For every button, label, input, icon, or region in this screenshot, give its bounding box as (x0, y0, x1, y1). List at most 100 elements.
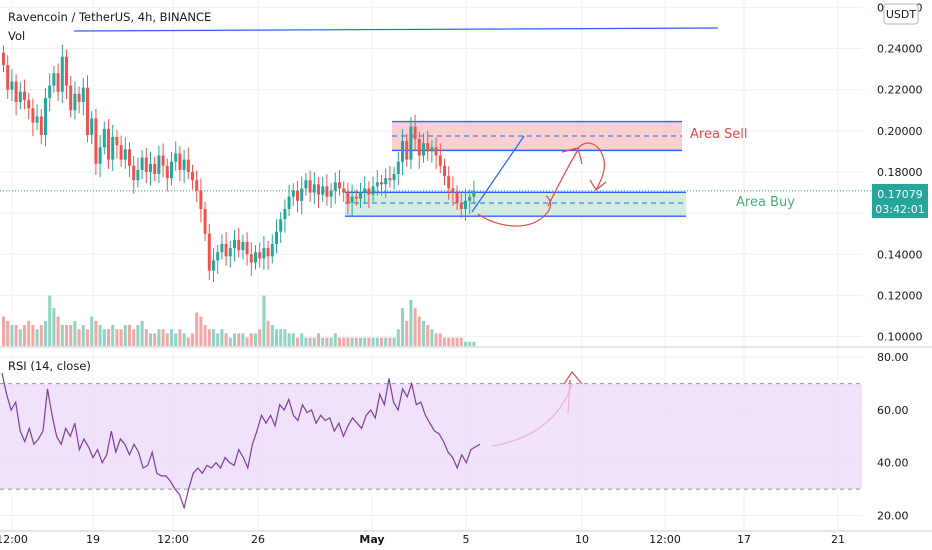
volume-bar (308, 337, 312, 346)
candle-body (287, 196, 291, 209)
volume-bar (161, 329, 165, 346)
candle-body (430, 147, 434, 152)
candle-body (165, 165, 169, 179)
volume-bar (254, 333, 257, 346)
candle-body (249, 254, 253, 263)
candle-body (275, 231, 278, 244)
candle-body (157, 155, 161, 175)
time-tick-label: 10 (575, 533, 589, 546)
volume-bar (270, 325, 274, 346)
volume-bar (321, 337, 325, 346)
volume-bar (216, 333, 220, 346)
volume-bar (207, 329, 211, 346)
volume-bar (6, 320, 10, 346)
volume-bar (451, 337, 455, 346)
volume-bar (392, 337, 396, 346)
area-sell-label: Area Sell (690, 127, 748, 142)
price-tick-label: 0.20000 (877, 125, 923, 138)
volume-bar (338, 337, 341, 346)
volume-bar (182, 333, 186, 346)
drawings (73, 27, 719, 447)
price-tick-label: 0.14000 (877, 248, 923, 261)
volume-bar (380, 337, 383, 346)
volume-bar (312, 337, 316, 346)
candle-body (300, 188, 304, 201)
candle-body (182, 159, 186, 170)
volume-bar (329, 337, 333, 346)
volume-bar (304, 337, 308, 346)
candle-body (65, 56, 68, 86)
currency-button[interactable] (883, 3, 919, 25)
candle-body (350, 196, 354, 203)
candle-body (233, 239, 236, 249)
volume-bar (69, 325, 73, 346)
price-tick-label: 0.24000 (877, 43, 923, 56)
volume-bar (199, 316, 203, 346)
volume-bar (157, 329, 161, 346)
volume-bar (443, 337, 446, 346)
candle-body (52, 73, 56, 86)
candle-body (354, 196, 358, 199)
volume-bar (333, 333, 337, 346)
candle-body (371, 186, 375, 195)
rsi-tick-label: 60.00 (877, 404, 909, 417)
candle-body (203, 208, 207, 234)
candle-body (308, 180, 312, 193)
price-tick-label: 0.12000 (877, 289, 923, 302)
candle-body (283, 208, 287, 220)
volume-bars (2, 295, 476, 346)
candle-body (228, 248, 232, 257)
rsi-tick-label: 40.00 (877, 457, 909, 470)
volume-bar (149, 333, 152, 346)
candle-body (245, 241, 249, 255)
candle-body (405, 141, 409, 160)
resistance-line[interactable] (73, 27, 719, 32)
volume-bar (73, 320, 77, 346)
candle-body (342, 188, 346, 193)
candle-body (329, 190, 333, 197)
trend-line[interactable] (471, 135, 525, 213)
candle-body (111, 137, 115, 160)
volume-bar (56, 316, 60, 346)
price-tick-label: 0.18000 (877, 166, 923, 179)
volume-bar (195, 312, 199, 346)
candle-body (212, 260, 215, 271)
volume-bar (212, 329, 215, 346)
volume-bar (52, 308, 56, 346)
candle-body (216, 252, 220, 261)
rsi-label: RSI (14, close) (8, 359, 91, 373)
volume-bar (115, 329, 119, 346)
last-price-value: 0.17079 (877, 188, 923, 201)
labels: Ravencoin / TetherUS, 4h, BINANCE Vol RS… (8, 10, 795, 373)
candle-body (455, 192, 459, 203)
volume-bar (384, 337, 388, 346)
volume-bar (472, 341, 476, 346)
candle-body (447, 176, 451, 189)
volume-bar (224, 333, 228, 346)
candle-body (388, 178, 392, 181)
buy-zone[interactable] (345, 192, 686, 217)
volume-bar (426, 325, 430, 346)
candle-body (23, 91, 26, 100)
volume-bar (438, 333, 442, 346)
candle-body (178, 153, 182, 170)
volume-bar (94, 320, 98, 346)
rsi-line (1, 372, 481, 510)
volume-bar (48, 295, 52, 346)
candle-body (338, 182, 341, 189)
price-tick-label: 0.10000 (877, 331, 923, 344)
candle-body (254, 252, 257, 263)
candle-body (258, 252, 262, 259)
time-tick-label: 19 (86, 533, 100, 546)
volume-bar (434, 333, 438, 346)
candle-body (44, 97, 47, 135)
volume-bar (136, 325, 140, 346)
volume-bar (65, 325, 68, 346)
candle-body (39, 116, 43, 135)
time-tick-label: 12:00 (157, 533, 189, 546)
volume-bar (60, 325, 64, 346)
symbol-title: Ravencoin / TetherUS, 4h, BINANCE (8, 10, 211, 24)
area-buy-label: Area Buy (736, 195, 795, 210)
volume-bar (77, 329, 81, 346)
candle-body (396, 161, 400, 175)
